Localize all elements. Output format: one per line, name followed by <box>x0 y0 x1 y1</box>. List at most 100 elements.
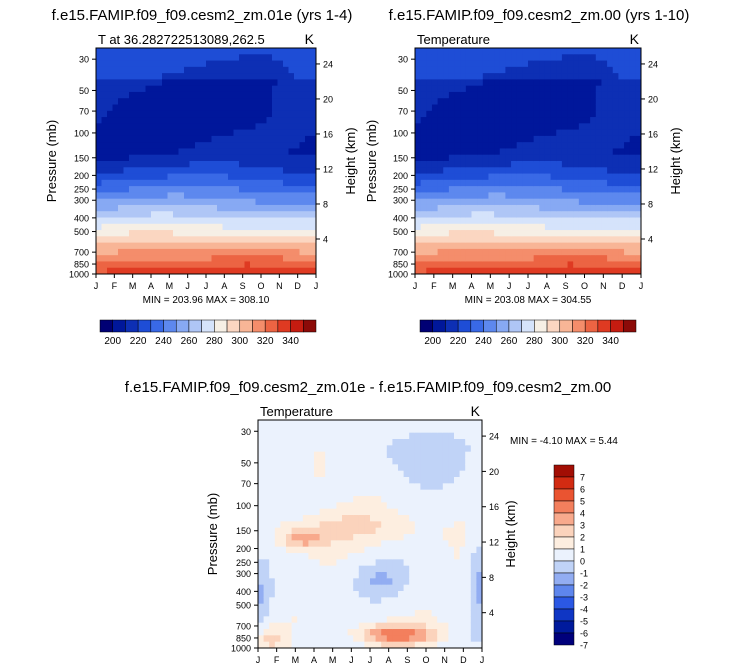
contour-cell <box>403 629 410 636</box>
contour-cell <box>437 204 444 212</box>
contour-cell <box>134 242 141 250</box>
contour-cell <box>470 629 477 636</box>
contour-cell <box>459 616 466 624</box>
contour-cell <box>528 154 535 162</box>
contour-cell <box>151 129 157 137</box>
contour-cell <box>448 192 456 200</box>
contour-cell <box>222 236 229 244</box>
contour-cell <box>635 66 642 74</box>
contour-cell <box>353 451 360 459</box>
contour-cell <box>239 179 245 187</box>
contour-cell <box>499 98 506 105</box>
contour-cell <box>420 451 427 459</box>
contour-cell <box>239 192 245 200</box>
contour-cell <box>364 464 371 472</box>
contour-cell <box>206 66 212 74</box>
contour-cell <box>167 198 174 206</box>
contour-cell <box>277 242 284 250</box>
contour-cell <box>578 161 585 168</box>
contour-cell <box>151 179 157 187</box>
contour-cell <box>277 211 284 218</box>
contour-cell <box>561 98 569 105</box>
contour-cell <box>544 198 552 206</box>
contour-cell <box>431 60 439 68</box>
contour-cell <box>612 154 619 162</box>
contour-cell <box>336 572 343 579</box>
contour-cell <box>454 521 461 529</box>
contour-cell <box>299 117 306 124</box>
contour-cell <box>471 104 478 112</box>
contour-cell <box>477 236 484 244</box>
contour-cell <box>561 129 569 137</box>
contour-cell <box>550 73 557 80</box>
contour-cell <box>499 167 506 175</box>
contour-cell <box>381 629 388 636</box>
contour-cell <box>573 60 580 68</box>
contour-cell <box>305 242 311 250</box>
contour-cell <box>448 66 456 74</box>
contour-cell <box>398 597 405 605</box>
contour-cell <box>96 73 102 80</box>
contour-cell <box>162 236 168 244</box>
contour-cell <box>443 48 450 55</box>
contour-cell <box>618 142 625 149</box>
contour-cell <box>258 610 265 617</box>
contour-cell <box>431 167 439 175</box>
contour-cell <box>635 248 642 256</box>
contour-cell <box>272 73 278 80</box>
contour-cell <box>612 123 619 131</box>
contour-cell <box>437 91 444 99</box>
contour-cell <box>151 154 157 162</box>
contour-cell <box>325 483 332 491</box>
contour-cell <box>584 230 591 237</box>
contour-cell <box>448 248 456 256</box>
contour-cell <box>299 236 306 244</box>
contour-cell <box>291 641 298 649</box>
contour-cell <box>255 236 262 244</box>
contour-cell <box>431 521 438 529</box>
contour-cell <box>156 91 163 99</box>
contour-cell <box>280 629 287 636</box>
contour-cell <box>305 60 311 68</box>
contour-cell <box>358 610 365 617</box>
contour-cell <box>511 98 518 105</box>
contour-cell <box>505 236 512 244</box>
contour-cell <box>347 578 354 586</box>
contour-cell <box>578 60 585 68</box>
contour-cell <box>294 142 300 149</box>
contour-cell <box>189 110 196 118</box>
contour-cell <box>299 142 306 149</box>
contour-cell <box>266 242 273 250</box>
contour-cell <box>556 211 563 218</box>
contour-cell <box>476 616 483 624</box>
contour-cell <box>370 502 377 510</box>
contour-cell <box>353 622 360 630</box>
contour-cell <box>358 515 365 522</box>
contour-cell <box>250 255 256 262</box>
contour-cell <box>283 142 289 149</box>
contour-cell <box>272 48 278 55</box>
contour-cell <box>370 420 377 427</box>
colorbar-swatch <box>553 512 575 526</box>
contour-cell <box>140 110 146 118</box>
contour-cell <box>415 242 422 250</box>
contour-cell <box>448 439 455 446</box>
contour-cell <box>162 66 168 74</box>
contour-cell <box>195 248 201 256</box>
contour-cell <box>544 117 552 124</box>
contour-cell <box>263 515 270 522</box>
contour-cell <box>624 110 631 118</box>
contour-cell <box>420 142 427 149</box>
contour-cell <box>222 91 229 99</box>
contour-cell <box>217 66 223 74</box>
contour-cell <box>274 502 281 510</box>
contour-cell <box>454 483 461 491</box>
contour-cell <box>244 230 251 237</box>
contour-cell <box>584 198 591 206</box>
contour-cell <box>286 616 293 624</box>
contour-cell <box>595 60 602 68</box>
contour-cell <box>189 192 196 200</box>
y-tick-label: 100 <box>393 128 408 138</box>
contour-cell <box>612 54 619 62</box>
contour-cell <box>302 578 309 586</box>
